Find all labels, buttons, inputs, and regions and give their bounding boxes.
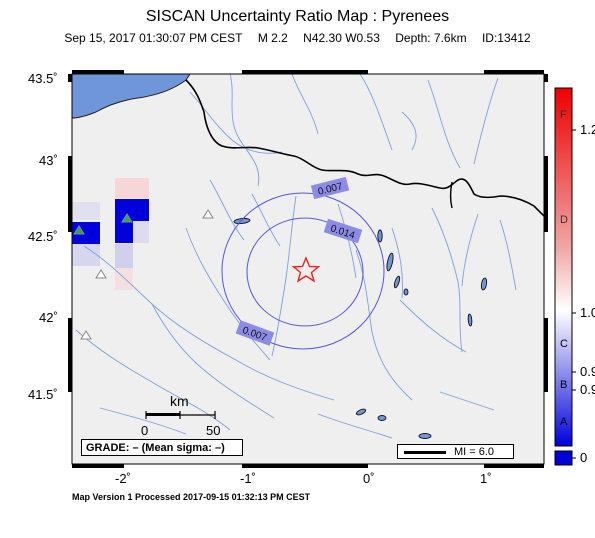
ratio-cell — [115, 268, 133, 290]
grade-letter: A — [560, 416, 568, 428]
lakes — [233, 217, 488, 439]
rivers — [75, 74, 517, 439]
event-id: ID:13412 — [481, 31, 531, 45]
grade-letter: F — [560, 109, 567, 121]
national-border — [449, 181, 453, 209]
colorbar-value: 0 — [580, 450, 588, 465]
lon-tick-label: 1˚ — [480, 471, 492, 486]
mi-legend: MI = 6.0 — [397, 444, 514, 459]
station-icon[interactable] — [202, 209, 214, 219]
processing-footer: Map Version 1 Processed 2017-09-15 01:32… — [72, 492, 311, 502]
grade-letter: C — [560, 338, 568, 350]
scale-bar-unit: km — [170, 393, 189, 409]
mi-legend-text: MI = 6.0 — [454, 446, 495, 458]
station-icon[interactable] — [73, 225, 85, 235]
lat-tick-label: 41.5˚ — [28, 387, 58, 402]
lon-tick-label: 0˚ — [363, 471, 375, 486]
ratio-cell — [115, 244, 133, 268]
ratio-cell — [72, 202, 100, 220]
event-depth: Depth: 7.6km — [395, 31, 467, 45]
colorbar-ticks — [572, 129, 576, 459]
scale-bar-label: 0 — [141, 423, 149, 438]
colorbar-zero-swatch — [554, 450, 573, 466]
ratio-cell — [133, 221, 149, 243]
ratio-cell — [115, 221, 133, 243]
colorbar-value: 0.9 — [580, 364, 595, 379]
ratio-cell — [72, 244, 100, 266]
national-border — [185, 79, 544, 218]
grade-letter: D — [560, 214, 568, 226]
station-icon[interactable] — [121, 213, 133, 223]
sea-area — [72, 74, 191, 119]
scale-bar-label: 50 — [206, 423, 221, 438]
epicenter-star-icon[interactable] — [291, 256, 321, 283]
event-date: Sep 15, 2017 01:30:07 PM CEST — [64, 31, 243, 45]
ratio-cell — [115, 199, 149, 221]
lat-tick-label: 43.5˚ — [28, 71, 58, 86]
land-area — [72, 74, 544, 464]
grade-letter: B — [560, 379, 568, 391]
event-magnitude: M 2.2 — [257, 31, 288, 45]
mi-legend-line — [404, 451, 446, 454]
lat-tick-label: 42.5˚ — [28, 229, 58, 244]
grade-box: GRADE: – (Mean sigma: –) — [81, 439, 243, 456]
colorbar — [554, 87, 573, 447]
lon-tick-label: -1˚ — [240, 471, 256, 486]
map-title: SISCAN Uncertainty Ratio Map : Pyrenees — [145, 8, 450, 25]
scale-bar — [145, 411, 216, 419]
colorbar-value: 1.0 — [580, 305, 595, 320]
lon-tick-label: -2˚ — [115, 471, 131, 486]
frame-ticks — [68, 70, 548, 468]
station-icon[interactable] — [80, 330, 92, 340]
station-icon[interactable] — [95, 269, 107, 279]
ratio-cell — [115, 178, 149, 198]
lat-tick-label: 43˚ — [39, 153, 58, 168]
colorbar-value: 0.9 — [580, 382, 595, 397]
event-info: Sep 15, 2017 01:30:07 PM CEST M 2.2 N42.… — [0, 31, 595, 45]
event-location: N42.30 W0.53 — [303, 31, 380, 45]
uncertainty-contours — [221, 192, 385, 350]
lat-tick-label: 42˚ — [39, 310, 58, 325]
colorbar-value: 1.2 — [580, 122, 595, 137]
